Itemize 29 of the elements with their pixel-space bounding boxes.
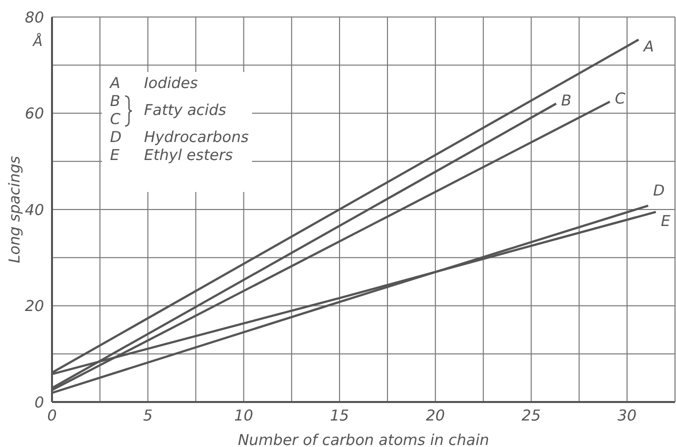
annotation: D bbox=[110, 128, 122, 146]
x-tick-label: 30 bbox=[618, 406, 637, 425]
x-tick-label: 5 bbox=[143, 406, 153, 425]
annotation: E bbox=[110, 146, 120, 164]
annotation: Fatty acids bbox=[144, 101, 226, 119]
y-tick-label: 40 bbox=[24, 200, 44, 219]
series-label: D bbox=[653, 182, 665, 200]
series-label: E bbox=[660, 212, 671, 230]
series-label: B bbox=[561, 92, 572, 110]
text: Å bbox=[33, 34, 43, 50]
y-tick-label: 20 bbox=[24, 297, 44, 316]
x-tick-label: 15 bbox=[330, 406, 350, 425]
y-tick-label: 80 bbox=[24, 8, 44, 26]
annotation: B bbox=[110, 92, 120, 110]
series-label: A bbox=[642, 38, 654, 56]
series-label: C bbox=[614, 90, 626, 108]
annotation: C bbox=[110, 110, 120, 128]
x-tick-label: 20 bbox=[426, 406, 445, 425]
y-tick-label: 60 bbox=[24, 104, 44, 123]
annotation: Iodides bbox=[144, 74, 198, 92]
annotation: Ethyl esters bbox=[144, 146, 233, 164]
x-axis-title: Number of carbon atoms in chain bbox=[238, 431, 490, 447]
annotation: A bbox=[110, 74, 120, 92]
y-tick-label: 0 bbox=[34, 393, 44, 412]
x-tick-label: 10 bbox=[234, 406, 254, 425]
y-axis-title: Long spacings bbox=[5, 156, 24, 264]
x-tick-label: 25 bbox=[522, 406, 541, 425]
x-tick-label: 0 bbox=[47, 406, 57, 425]
annotation: Hydrocarbons bbox=[144, 128, 249, 146]
